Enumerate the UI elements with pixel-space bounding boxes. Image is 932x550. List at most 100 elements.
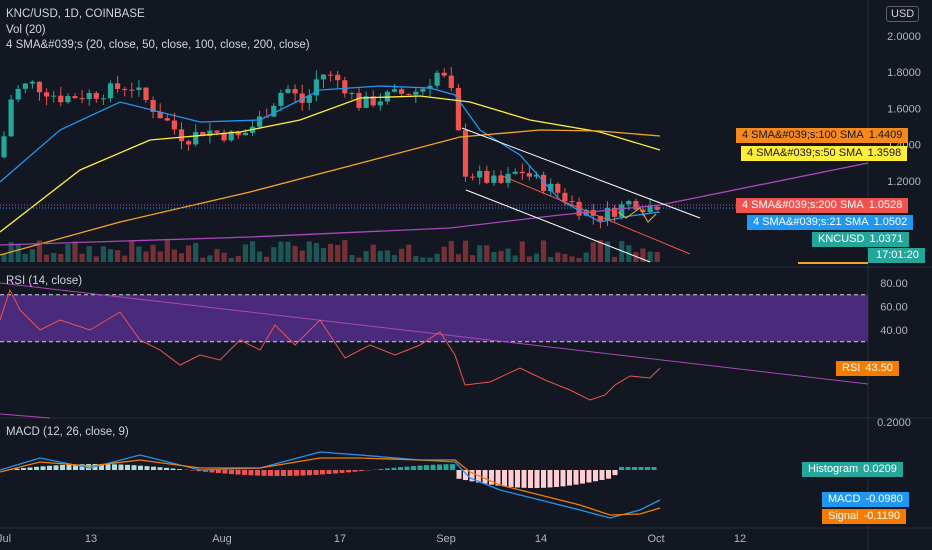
volume-bar xyxy=(100,246,106,262)
sma-lines xyxy=(0,85,869,256)
time-tick-label: Sep xyxy=(436,533,456,545)
currency-button[interactable]: USD xyxy=(886,6,920,22)
volume-bar xyxy=(171,249,177,262)
histogram-bar xyxy=(547,470,553,488)
candle-body xyxy=(29,81,35,84)
candle-body xyxy=(36,81,43,93)
price-tag: Histogram 0.0209 xyxy=(802,462,903,477)
histogram-bar xyxy=(560,470,566,487)
volume-bar xyxy=(484,245,490,262)
volume-bar xyxy=(136,246,142,262)
volume-bar xyxy=(491,251,497,262)
histogram-bar xyxy=(443,464,449,470)
histogram-bar xyxy=(411,466,416,470)
price-tick-label: 1.6000 xyxy=(887,103,921,115)
candle-body xyxy=(257,116,263,127)
histogram-bar xyxy=(469,470,475,482)
histogram-bar xyxy=(274,470,280,476)
histogram-bar xyxy=(651,467,657,470)
volume-bar xyxy=(36,240,43,262)
candle-body xyxy=(136,87,142,90)
candle-body xyxy=(8,99,14,137)
candle-body xyxy=(420,88,426,92)
candle-body xyxy=(576,201,582,216)
candle-body xyxy=(470,176,476,178)
price-tag-value: 1.0528 xyxy=(865,199,903,211)
volume-bar xyxy=(526,256,532,262)
price-tag: RSI 43.50 xyxy=(836,361,899,376)
rsi-legend[interactable]: RSI (14, close) xyxy=(6,275,83,287)
price-tick-label: 1.8000 xyxy=(887,67,921,79)
volume-bar xyxy=(299,250,305,262)
candle-body xyxy=(477,170,483,178)
candle-body xyxy=(93,93,99,99)
time-tick-label: 17 xyxy=(334,533,346,545)
histogram-bar xyxy=(281,470,286,476)
candle-body xyxy=(72,96,78,99)
price-tag-value: 1.0502 xyxy=(870,216,908,228)
candle-body xyxy=(612,207,618,217)
volume-bar xyxy=(569,256,575,262)
rsi-band xyxy=(0,294,868,342)
candle-body xyxy=(278,92,284,106)
sma50-line xyxy=(0,95,661,233)
price-tag-label: KNCUSD xyxy=(818,233,865,245)
candle-body xyxy=(100,98,106,100)
volume-bar xyxy=(519,241,525,262)
histogram-bar xyxy=(151,466,156,470)
vol-legend[interactable]: Vol (20) xyxy=(6,24,46,36)
drawing-annotations xyxy=(461,127,868,264)
candle-body xyxy=(342,80,348,94)
histogram-bar xyxy=(222,470,228,474)
price-tag: Signal -0.1190 xyxy=(822,509,907,524)
price-tag: 4 SMA&#039;s:200 SMA 1.0528 xyxy=(736,198,909,213)
histogram-bar xyxy=(34,466,39,470)
volume-bar xyxy=(214,249,220,262)
sma20-line xyxy=(0,85,661,223)
candle-body xyxy=(597,215,603,221)
candle-body xyxy=(462,130,469,177)
candle-body xyxy=(214,130,220,133)
volume-bar xyxy=(122,255,128,262)
candle-body xyxy=(519,171,525,174)
volume-bar xyxy=(257,251,263,262)
candle-body xyxy=(164,118,170,121)
histogram-bar xyxy=(21,468,26,470)
candle-body xyxy=(399,89,405,94)
symbol-title[interactable]: KNC/USD, 1D, COINBASE xyxy=(6,8,145,20)
histogram-bar xyxy=(391,467,397,470)
sma-legend[interactable]: 4 SMA&#039;s (20, close, 50, close, 100,… xyxy=(6,39,310,51)
histogram-bar xyxy=(66,464,72,470)
histogram-bar xyxy=(450,464,455,470)
price-tag-label: Histogram xyxy=(808,463,859,475)
candle-body xyxy=(335,74,341,81)
candle-body xyxy=(448,75,454,88)
volume-bar xyxy=(86,246,92,262)
wave-annotation xyxy=(617,207,657,223)
volume-bar xyxy=(505,248,511,262)
volume-bar xyxy=(590,242,596,262)
histogram-bar xyxy=(346,470,351,473)
histogram-bar xyxy=(580,470,585,484)
volume-bar xyxy=(399,248,405,262)
candle-body xyxy=(491,175,497,183)
volume-bar xyxy=(576,257,582,262)
rsi-tick-label: 80.00 xyxy=(880,278,908,290)
candle-body xyxy=(533,174,540,177)
volume-bar xyxy=(441,246,447,262)
volume-bar xyxy=(221,252,227,262)
candle-body xyxy=(548,183,554,192)
candle-body xyxy=(320,74,327,80)
macd-legend[interactable]: MACD (12, 26, close, 9) xyxy=(6,426,129,438)
histogram-bar xyxy=(417,465,423,470)
volume-bar xyxy=(143,251,149,262)
histogram-bar xyxy=(398,467,403,470)
signal-line xyxy=(0,457,661,516)
candle-body xyxy=(1,136,7,158)
candle-body xyxy=(406,93,412,95)
histogram-bar xyxy=(586,470,592,483)
candle-body xyxy=(15,88,21,100)
histogram-bar xyxy=(541,470,546,488)
candle-body xyxy=(541,174,547,192)
